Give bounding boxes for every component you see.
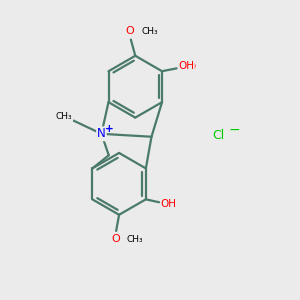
Text: O: O [112,234,121,244]
Text: −: − [229,123,241,137]
Text: CH₃: CH₃ [126,235,143,244]
Text: OH: OH [178,61,194,71]
Text: HO: HO [179,62,197,72]
Text: Cl: Cl [212,129,224,142]
Text: +: + [105,124,114,134]
Text: O: O [125,26,134,36]
Text: CH₃: CH₃ [141,27,158,36]
Text: OH: OH [160,199,177,209]
Text: CH₃: CH₃ [56,112,72,121]
Text: N: N [97,127,106,140]
